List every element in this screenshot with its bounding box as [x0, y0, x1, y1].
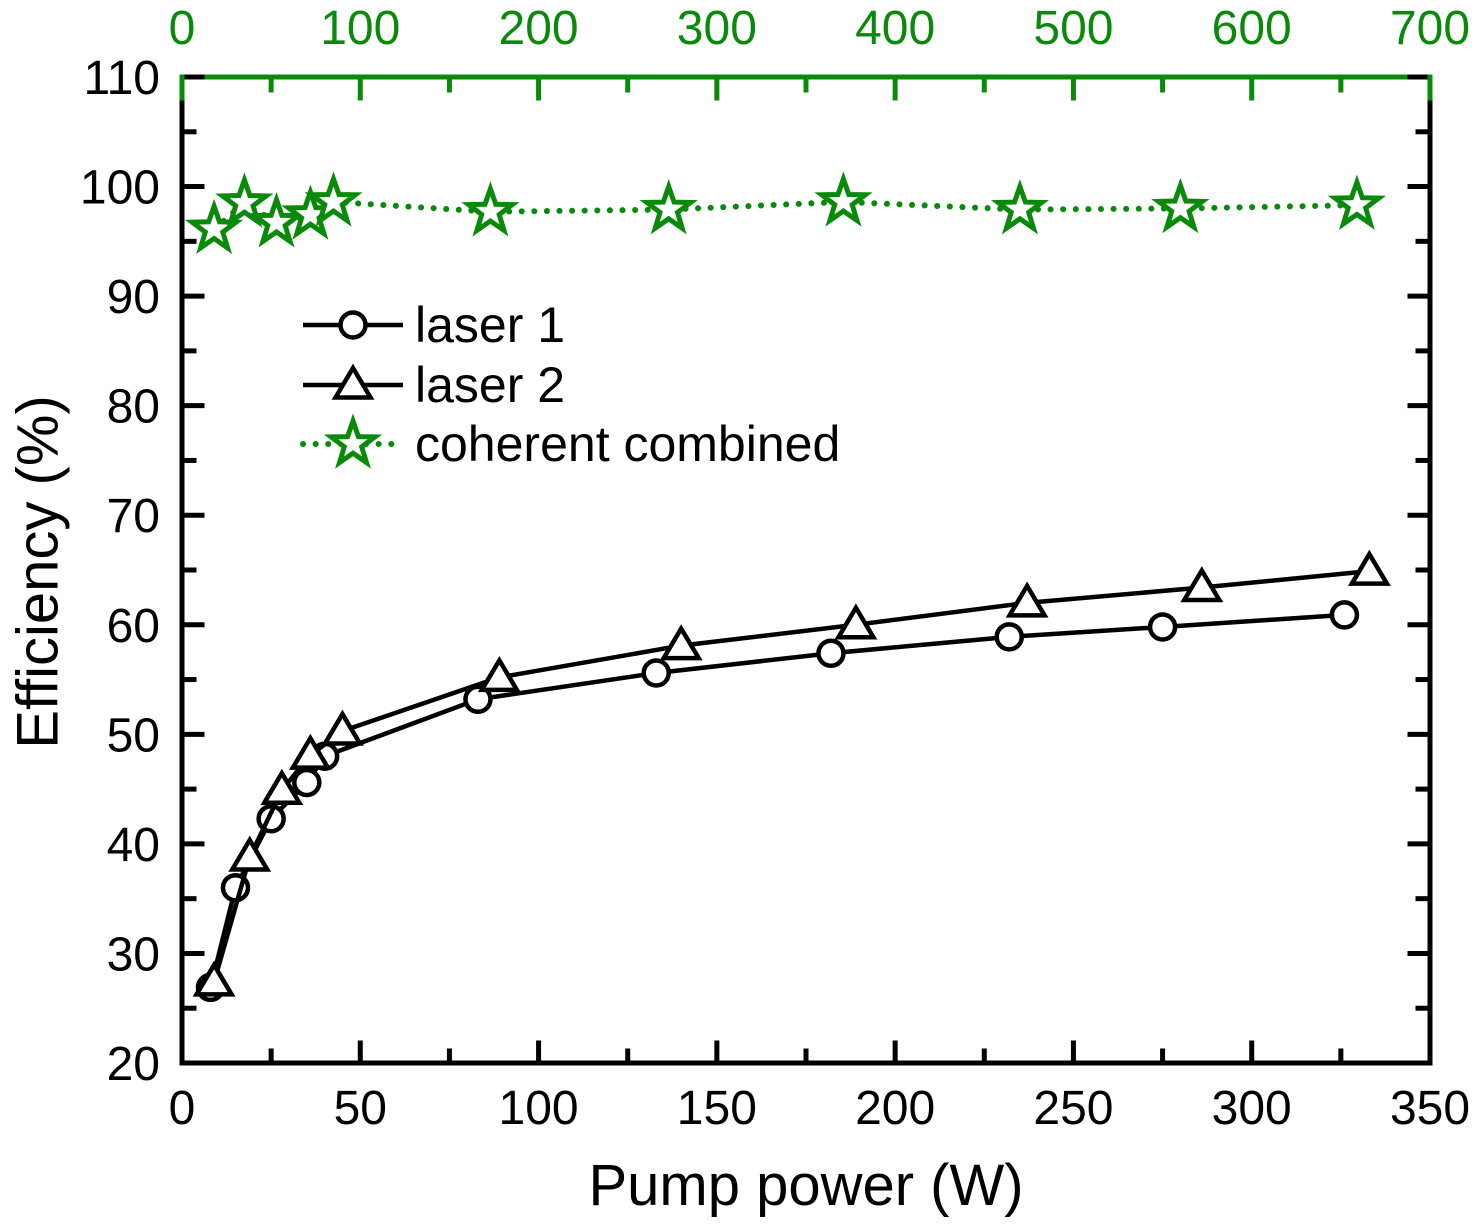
legend-label: laser 2	[415, 357, 565, 413]
marker-triangle	[659, 624, 703, 661]
left-axis-tick-label: 60	[107, 600, 160, 653]
top-axis-tick-label: 0	[169, 2, 196, 55]
plot-frame	[179, 74, 1433, 1066]
left-axis-tick-label: 50	[107, 709, 160, 762]
marker-triangle	[192, 960, 236, 997]
top-axis-tick-label: 600	[1212, 2, 1292, 55]
left-axis-tick-label: 100	[80, 162, 160, 215]
series-laser-1	[195, 600, 1360, 1003]
bottom-axis-tick-label: 350	[1390, 1082, 1470, 1135]
series-line	[208, 612, 1345, 988]
marker-star	[323, 413, 383, 469]
left-axis-tick-label: 40	[107, 819, 160, 872]
top-axis-tick-label: 300	[677, 2, 757, 55]
bottom-axis-tick-label: 50	[334, 1082, 387, 1135]
marker-circle	[292, 767, 322, 798]
legend-label: laser 1	[415, 297, 565, 353]
series-laser-2	[192, 549, 1391, 997]
marker-star	[461, 181, 520, 237]
left-axis-tick-label: 70	[107, 490, 160, 543]
legend-entry-laser-2: laser 2	[303, 357, 565, 413]
marker-triangle	[228, 835, 272, 872]
left-axis-tick-label: 80	[107, 381, 160, 434]
marker-star	[247, 192, 306, 248]
marker-star	[639, 179, 698, 235]
marker-star	[814, 171, 873, 227]
bottom-axis-tick-label: 300	[1212, 1082, 1292, 1135]
marker-circle	[816, 638, 846, 669]
marker-triangle	[1180, 566, 1224, 603]
marker-circle	[994, 622, 1024, 652]
legend-entry-laser-1: laser 1	[303, 297, 565, 353]
marker-star	[990, 179, 1050, 235]
top-axis-tick-label: 500	[1033, 2, 1113, 55]
bottom-axis-tick-label: 0	[169, 1082, 196, 1135]
marker-triangle	[288, 733, 332, 770]
marker-circle	[1329, 600, 1360, 630]
bottom-axis-tick-label: 200	[855, 1082, 935, 1135]
left-axis-tick-label: 90	[107, 271, 160, 324]
marker-star	[304, 171, 363, 227]
top-axis-tick-label: 400	[855, 2, 935, 55]
legend-label: coherent combined	[415, 416, 840, 472]
marker-circle	[338, 310, 368, 340]
bottom-axis-tick-label: 250	[1033, 1082, 1113, 1135]
top-axis-tick-label: 100	[320, 2, 400, 55]
marker-triangle	[1347, 549, 1391, 586]
marker-triangle	[477, 655, 521, 693]
marker-triangle	[331, 363, 375, 400]
series-coherent-combined	[184, 171, 1387, 255]
series-line	[211, 568, 1370, 983]
bottom-axis-tick-label: 100	[499, 1082, 579, 1135]
marker-triangle	[260, 768, 304, 805]
marker-star	[184, 198, 244, 255]
top-axis-tick-label: 200	[499, 2, 579, 55]
marker-star	[215, 172, 274, 228]
left-axis-tick-label: 20	[107, 1038, 160, 1091]
marker-circle	[641, 658, 671, 688]
marker-triangle	[1005, 581, 1049, 618]
bottom-axis-tick-label: 150	[677, 1082, 757, 1135]
left-axis-tick-label: 110	[83, 52, 160, 105]
marker-triangle	[321, 709, 364, 746]
x-axis-title: Pump power (W)	[588, 1153, 1024, 1218]
top-axis-tick-label: 700	[1390, 2, 1470, 55]
marker-triangle	[834, 603, 878, 640]
marker-star	[1151, 177, 1210, 234]
marker-circle	[1147, 612, 1178, 642]
marker-star	[1327, 174, 1387, 230]
y-axis-title: Efficiency (%)	[5, 395, 71, 749]
legend-entry-coherent-combined: coherent combined	[300, 413, 840, 472]
left-axis-tick-label: 30	[107, 928, 160, 981]
